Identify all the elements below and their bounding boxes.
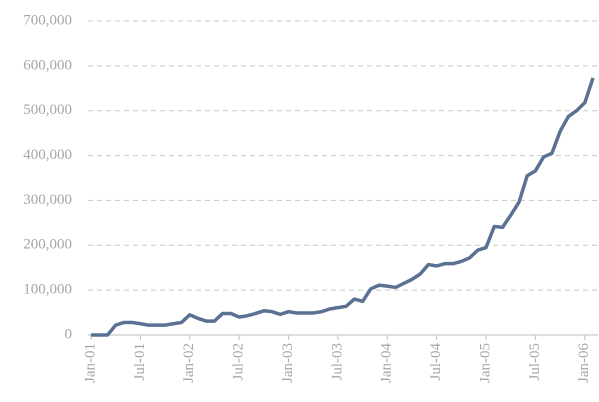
y-tick-label: 400,000 [23, 147, 72, 163]
x-tick-label: Jan-06 [576, 343, 592, 383]
y-tick-label: 700,000 [23, 12, 72, 28]
y-tick-label: 300,000 [23, 192, 72, 208]
x-tick-label: Jul-01 [132, 343, 148, 381]
x-tick-label: Jan-01 [82, 343, 98, 383]
y-tick-label: 600,000 [23, 57, 72, 73]
x-tick-label: Jan-02 [181, 343, 197, 383]
x-tick-label: Jul-04 [428, 343, 444, 381]
y-tick-label: 500,000 [23, 102, 72, 118]
x-tick-label: Jul-03 [329, 343, 345, 381]
y-tick-label: 200,000 [23, 237, 72, 253]
x-tick-label: Jan-03 [280, 343, 296, 383]
x-tick-label: Jul-02 [231, 343, 247, 381]
x-tick-label: Jan-05 [477, 343, 493, 383]
x-tick-label: Jul-05 [527, 343, 543, 381]
x-tick-label: Jan-04 [379, 343, 395, 383]
y-tick-label: 0 [65, 326, 73, 342]
y-tick-label: 100,000 [23, 282, 72, 298]
line-series [91, 77, 595, 337]
